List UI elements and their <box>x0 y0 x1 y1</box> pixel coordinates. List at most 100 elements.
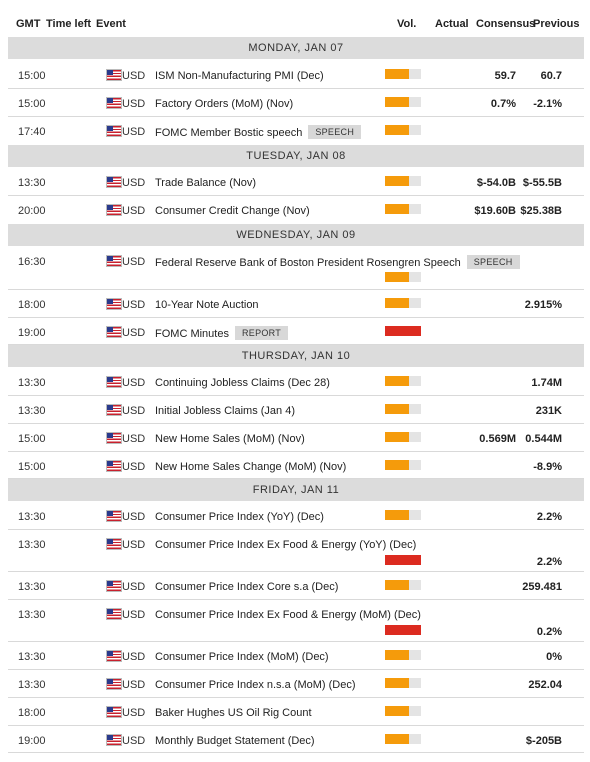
calendar-row[interactable]: 15:00 USD Factory Orders (MoM) (Nov) 0.7% -2… <box>8 89 584 117</box>
volatility-fill <box>385 510 409 520</box>
event-title[interactable]: FOMC Minutes <box>155 327 229 340</box>
volatility-fill <box>385 272 409 282</box>
event-name[interactable]: Consumer Price Index Core s.a (Dec) <box>155 581 338 593</box>
event-name[interactable]: Federal Reserve Bank of Boston President… <box>155 255 520 270</box>
event-name[interactable]: Consumer Price Index (YoY) (Dec) <box>155 511 324 523</box>
day-header: TUESDAY, JAN 08 <box>8 145 584 167</box>
event-name[interactable]: FOMC Member Bostic speech SPEECH <box>155 125 362 140</box>
event-title[interactable]: Consumer Credit Change (Nov) <box>155 205 310 217</box>
calendar-row[interactable]: 13:30 USD Trade Balance (Nov) $-54.0B $-55.5… <box>8 168 584 196</box>
event-name[interactable]: New Home Sales (MoM) (Nov) <box>155 433 305 445</box>
us-flag-icon <box>106 580 122 592</box>
col-previous[interactable]: Previous <box>533 18 580 30</box>
event-name[interactable]: Trade Balance (Nov) <box>155 177 256 189</box>
previous-value: 60.7 <box>540 70 562 82</box>
consensus-value: $-54.0B <box>476 177 516 189</box>
event-title[interactable]: Baker Hughes US Oil Rig Count <box>155 707 312 719</box>
event-name[interactable]: ISM Non-Manufacturing PMI (Dec) <box>155 70 324 82</box>
calendar-row[interactable]: 16:30 USD Federal Reserve Bank of Boston P… <box>8 247 584 290</box>
currency-code: USD <box>122 735 146 747</box>
event-name[interactable]: Monthly Budget Statement (Dec) <box>155 735 315 747</box>
event-name[interactable]: Consumer Credit Change (Nov) <box>155 205 310 217</box>
event-title[interactable]: New Home Sales Change (MoM) (Nov) <box>155 461 347 473</box>
col-consensus[interactable]: Consensus <box>476 18 536 30</box>
calendar-row[interactable]: 13:30 USD Continuing Jobless Claims (Dec 2… <box>8 368 584 396</box>
calendar-row[interactable]: 18:00 USD Baker Hughes US Oil Rig Count <box>8 698 584 726</box>
us-flag-icon <box>106 125 122 137</box>
event-title[interactable]: ISM Non-Manufacturing PMI (Dec) <box>155 70 324 82</box>
event-title[interactable]: Continuing Jobless Claims (Dec 28) <box>155 377 330 389</box>
event-title[interactable]: Monthly Budget Statement (Dec) <box>155 735 315 747</box>
volatility-fill <box>385 125 409 135</box>
event-name[interactable]: Consumer Price Index Ex Food & Energy (M… <box>155 609 421 621</box>
currency-code: USD <box>122 205 146 217</box>
event-title[interactable]: New Home Sales (MoM) (Nov) <box>155 433 305 445</box>
event-title[interactable]: Factory Orders (MoM) (Nov) <box>155 98 294 110</box>
volatility-bar <box>385 650 421 660</box>
event-name[interactable]: New Home Sales Change (MoM) (Nov) <box>155 461 346 473</box>
day-header: WEDNESDAY, JAN 09 <box>8 224 584 246</box>
day-header: FRIDAY, JAN 11 <box>8 479 584 501</box>
calendar-row[interactable]: 13:30 USD Consumer Price Index (MoM) (Dec)… <box>8 642 584 670</box>
calendar-row[interactable]: 15:00 USD ISM Non-Manufacturing PMI (Dec) 5… <box>8 61 584 89</box>
event-title[interactable]: Consumer Price Index n.s.a (MoM) (Dec) <box>155 679 356 691</box>
calendar-row[interactable]: 13:30 USD Consumer Price Index Core s.a (D… <box>8 572 584 600</box>
event-title[interactable]: Consumer Price Index Core s.a (Dec) <box>155 581 339 593</box>
volatility-bar <box>385 97 421 107</box>
calendar-row[interactable]: 20:00 USD Consumer Credit Change (Nov) $19.… <box>8 196 584 225</box>
event-time: 13:30 <box>18 651 46 663</box>
event-title[interactable]: Trade Balance (Nov) <box>155 177 257 189</box>
event-title[interactable]: 10-Year Note Auction <box>155 299 259 311</box>
event-name[interactable]: Consumer Price Index n.s.a (MoM) (Dec) <box>155 679 356 691</box>
event-time: 13:30 <box>18 405 46 417</box>
calendar-row[interactable]: 19:00 USD FOMC Minutes REPORT <box>8 318 584 345</box>
currency-code: USD <box>122 609 146 621</box>
volatility-fill <box>385 555 421 565</box>
calendar-row[interactable]: 13:30 USD Consumer Price Index Ex Food & E… <box>8 530 584 572</box>
day-header: MONDAY, JAN 07 <box>8 37 584 59</box>
calendar-row[interactable]: 13:30 USD Consumer Price Index Ex Food & E… <box>8 600 584 642</box>
col-gmt[interactable]: GMT <box>16 18 41 30</box>
volatility-fill <box>385 204 409 214</box>
event-name[interactable]: Consumer Price Index Ex Food & Energy (Y… <box>155 539 416 551</box>
consensus-value: 0.7% <box>490 98 516 110</box>
event-title[interactable]: Consumer Price Index Ex Food & Energy (M… <box>155 609 421 621</box>
calendar-row[interactable]: 19:00 USD Monthly Budget Statement (Dec) $-… <box>8 726 584 753</box>
calendar-row[interactable]: 13:30 USD Consumer Price Index (YoY) (Dec)… <box>8 502 584 530</box>
event-title[interactable]: Federal Reserve Bank of Boston President… <box>155 256 461 269</box>
event-title[interactable]: FOMC Member Bostic speech <box>155 126 303 139</box>
col-vol[interactable]: Vol. <box>397 18 417 30</box>
col-actual[interactable]: Actual <box>435 18 469 30</box>
volatility-bar <box>385 555 421 565</box>
volatility-bar <box>385 376 421 386</box>
col-time-left[interactable]: Time left <box>46 18 92 30</box>
col-event[interactable]: Event <box>96 18 126 30</box>
us-flag-icon <box>106 97 122 109</box>
calendar-row[interactable]: 15:00 USD New Home Sales (MoM) (Nov) 0.569M… <box>8 424 584 452</box>
currency-code: USD <box>122 651 146 663</box>
calendar-row[interactable]: 18:00 USD 10-Year Note Auction 2.915% <box>8 290 584 318</box>
event-title[interactable]: Consumer Price Index (YoY) (Dec) <box>155 511 324 523</box>
event-name[interactable]: FOMC Minutes REPORT <box>155 326 289 341</box>
event-name[interactable]: Consumer Price Index (MoM) (Dec) <box>155 651 329 663</box>
calendar-row[interactable]: 15:00 USD New Home Sales Change (MoM) (Nov… <box>8 452 584 479</box>
us-flag-icon <box>106 460 122 472</box>
volatility-fill <box>385 432 409 442</box>
event-name[interactable]: Continuing Jobless Claims (Dec 28) <box>155 377 330 389</box>
us-flag-icon <box>106 204 122 216</box>
event-name[interactable]: 10-Year Note Auction <box>155 299 259 311</box>
calendar-row[interactable]: 13:30 USD Consumer Price Index n.s.a (MoM)… <box>8 670 584 698</box>
calendar-row[interactable]: 13:30 USD Initial Jobless Claims (Jan 4) 23… <box>8 396 584 424</box>
event-title[interactable]: Consumer Price Index Ex Food & Energy (Y… <box>155 539 417 551</box>
event-name[interactable]: Initial Jobless Claims (Jan 4) <box>155 405 295 417</box>
calendar-row[interactable]: 17:40 USD FOMC Member Bostic speech SPEECH <box>8 117 584 146</box>
event-time: 19:00 <box>18 735 46 747</box>
event-name[interactable]: Baker Hughes US Oil Rig Count <box>155 707 312 719</box>
event-name[interactable]: Factory Orders (MoM) (Nov) <box>155 98 293 110</box>
volatility-bar <box>385 326 421 336</box>
volatility-bar <box>385 580 421 590</box>
event-title[interactable]: Initial Jobless Claims (Jan 4) <box>155 405 295 417</box>
volatility-bar <box>385 272 421 282</box>
event-time: 18:00 <box>18 707 46 719</box>
event-title[interactable]: Consumer Price Index (MoM) (Dec) <box>155 651 329 663</box>
